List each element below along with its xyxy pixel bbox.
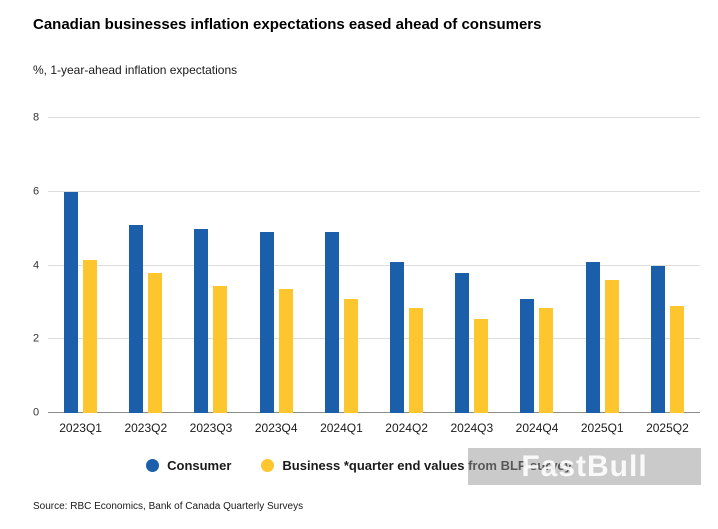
bar-group-2023Q4 <box>259 118 293 413</box>
bar-consumer-2024Q2 <box>390 261 405 413</box>
bar-consumer-2024Q3 <box>455 272 470 413</box>
gridline <box>48 117 700 118</box>
legend-label-consumer: Consumer <box>167 458 232 473</box>
bar-business-2024Q3 <box>474 318 489 413</box>
bar-business-2025Q2 <box>669 306 684 413</box>
x-tick-label: 2025Q1 <box>580 421 624 435</box>
legend-item-consumer: Consumer <box>146 458 231 473</box>
bar-group-2023Q2 <box>129 118 163 413</box>
bar-business-2023Q2 <box>148 272 163 413</box>
baseline <box>48 412 700 413</box>
x-axis: 2023Q1 2023Q2 2023Q3 2023Q4 2024Q1 2024Q2 2024… <box>48 421 700 435</box>
bar-business-2024Q4 <box>539 307 554 413</box>
y-tick-label: 4 <box>33 259 40 271</box>
y-tick-label: 2 <box>33 332 40 345</box>
bar-consumer-2023Q1 <box>64 191 79 413</box>
bar-consumer-2023Q3 <box>194 228 209 413</box>
x-tick-label: 2023Q3 <box>189 421 233 435</box>
bar-business-2023Q4 <box>278 289 293 413</box>
bar-consumer-2023Q2 <box>129 224 144 413</box>
bar-consumer-2025Q1 <box>585 261 600 413</box>
x-tick-label: 2023Q1 <box>59 421 102 435</box>
legend-dot-business <box>261 459 275 472</box>
y-axis: 0 2 4 6 8 <box>33 112 47 418</box>
x-tick-label: 2024Q1 <box>320 421 363 435</box>
plot-area <box>48 117 700 413</box>
x-tick-label: 2024Q2 <box>385 421 428 435</box>
bar-group-2024Q1 <box>324 118 358 413</box>
bar-group-2023Q1 <box>64 118 98 413</box>
legend-dot-consumer <box>146 459 160 472</box>
bar-consumer-2025Q2 <box>650 265 665 413</box>
bar-group-2023Q3 <box>194 118 228 413</box>
bar-business-2023Q1 <box>83 259 98 413</box>
gridline <box>48 190 700 192</box>
bar-business-2023Q3 <box>213 285 228 413</box>
bar-business-2024Q1 <box>343 298 358 413</box>
bar-consumer-2024Q4 <box>520 298 535 413</box>
x-tick-label: 2025Q2 <box>646 421 689 435</box>
y-tick-label: 6 <box>33 185 40 198</box>
chart-title: Canadian businesses inflation expectatio… <box>33 16 542 33</box>
bar-group-2024Q4 <box>520 118 554 413</box>
x-tick-label: 2023Q4 <box>254 421 298 435</box>
bar-group-2024Q3 <box>455 118 489 413</box>
gridline <box>48 264 700 266</box>
bar-consumer-2024Q1 <box>324 232 339 413</box>
source-note: Source: RBC Economics, Bank of Canada Qu… <box>33 501 304 512</box>
gridlines <box>48 117 700 413</box>
bar-groups <box>48 118 700 413</box>
bar-business-2024Q2 <box>409 307 424 413</box>
gridline <box>48 338 700 340</box>
bar-business-2025Q1 <box>604 280 619 413</box>
watermark: FastBull <box>468 448 701 485</box>
bar-consumer-2023Q4 <box>259 232 274 413</box>
y-tick-label: 0 <box>33 406 40 419</box>
x-tick-label: 2024Q3 <box>450 421 494 435</box>
x-tick-label: 2024Q4 <box>515 421 559 435</box>
bar-group-2024Q2 <box>390 118 424 413</box>
bar-group-2025Q1 <box>585 118 619 413</box>
chart-subtitle: %, 1-year-ahead inflation expectations <box>33 63 238 77</box>
x-tick-label: 2023Q2 <box>124 421 168 435</box>
bar-group-2025Q2 <box>650 118 684 413</box>
y-tick-label: 8 <box>33 111 40 124</box>
